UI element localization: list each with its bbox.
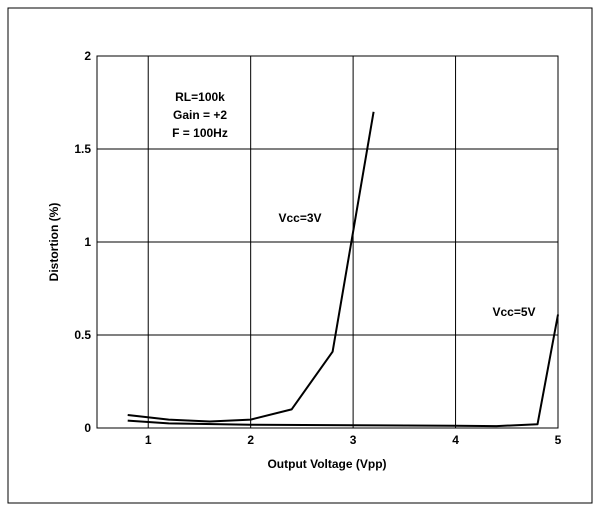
y-tick-label: 1.5 (74, 142, 91, 156)
condition-rl: RL=100k (175, 90, 225, 104)
plot-area (96, 55, 559, 429)
series-label-vcc3: Vcc=3V (278, 211, 321, 225)
x-axis-title: Output Voltage (Vpp) (267, 457, 386, 471)
series-label-vcc5: Vcc=5V (492, 305, 535, 319)
y-axis-ticks: 0 0.5 1 1.5 2 (74, 49, 91, 435)
x-tick-label: 3 (350, 433, 357, 447)
condition-frequency: F = 100Hz (172, 126, 228, 140)
y-tick-label: 2 (84, 49, 91, 63)
chart-frame (7, 7, 593, 504)
condition-gain: Gain = +2 (173, 108, 227, 122)
x-tick-label: 5 (555, 433, 562, 447)
x-tick-label: 2 (247, 433, 254, 447)
y-tick-label: 0 (84, 421, 91, 435)
y-tick-label: 1 (84, 235, 91, 249)
x-tick-label: 1 (145, 433, 152, 447)
series-line-vcc5 (127, 314, 559, 428)
series-line-vcc3 (127, 111, 375, 423)
y-tick-label: 0.5 (74, 328, 91, 342)
conditions-block: RL=100k Gain = +2 F = 100Hz (172, 90, 228, 140)
series-lines (127, 111, 559, 428)
x-axis-ticks: 1 2 3 4 5 (145, 433, 562, 447)
y-axis-title: Distortion (%) (47, 203, 61, 282)
x-tick-label: 4 (452, 433, 459, 447)
